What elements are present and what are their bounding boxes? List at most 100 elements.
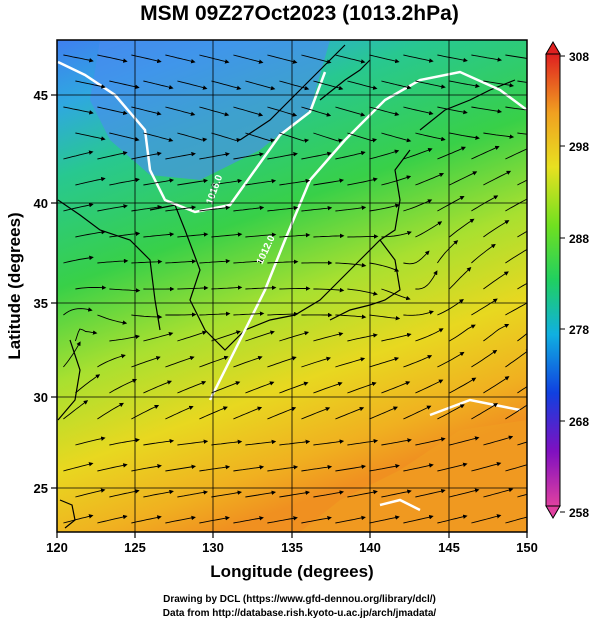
streamline bbox=[211, 439, 243, 446]
streamline bbox=[211, 330, 241, 342]
streamline bbox=[74, 328, 98, 342]
streamline bbox=[233, 311, 265, 316]
colorbar-scale bbox=[545, 53, 561, 507]
streamline bbox=[347, 288, 378, 296]
streamline bbox=[437, 514, 468, 524]
streamline bbox=[63, 54, 94, 63]
colorbar-tick-268: 268 bbox=[569, 415, 589, 429]
streamline bbox=[449, 171, 478, 186]
colorbar-tick-298: 298 bbox=[569, 140, 589, 154]
streamline bbox=[109, 378, 138, 394]
streamline bbox=[381, 230, 412, 238]
streamline bbox=[415, 270, 438, 290]
streamline bbox=[369, 356, 400, 368]
streamline bbox=[109, 438, 140, 446]
streamline bbox=[143, 178, 175, 186]
streamline bbox=[381, 438, 412, 446]
streamline bbox=[471, 195, 499, 212]
x-tick-145: 145 bbox=[438, 540, 460, 555]
streamline bbox=[347, 234, 379, 239]
streamline bbox=[267, 465, 299, 472]
streamline bbox=[63, 150, 94, 160]
streamline bbox=[63, 400, 89, 420]
x-tick-120: 120 bbox=[46, 540, 68, 555]
streamline bbox=[369, 203, 400, 212]
streamline bbox=[301, 205, 333, 212]
streamline bbox=[211, 381, 241, 394]
streamline bbox=[177, 232, 209, 238]
streamline bbox=[75, 177, 106, 186]
streamline bbox=[267, 406, 297, 420]
streamline bbox=[471, 403, 499, 420]
streamline bbox=[165, 515, 196, 524]
streamline bbox=[143, 80, 174, 90]
isobar-1012-east bbox=[429, 398, 521, 417]
streamline bbox=[75, 285, 107, 290]
streamline bbox=[483, 323, 510, 342]
streamline bbox=[233, 516, 264, 524]
streamline bbox=[437, 240, 459, 264]
streamline bbox=[403, 106, 434, 116]
streamline bbox=[245, 285, 277, 290]
streamline bbox=[245, 80, 276, 91]
streamline bbox=[279, 381, 309, 394]
streamline bbox=[335, 262, 367, 268]
streamline bbox=[131, 314, 163, 320]
x-tick-marks bbox=[56, 532, 528, 538]
streamline bbox=[75, 488, 106, 498]
credit-data: Data from http://database.rish.kyoto-u.a… bbox=[162, 608, 437, 619]
streamline bbox=[505, 516, 527, 524]
streamline bbox=[415, 132, 446, 142]
streamline bbox=[415, 221, 443, 238]
streamline bbox=[143, 232, 175, 238]
streamline bbox=[131, 464, 162, 472]
streamline bbox=[381, 80, 412, 90]
streamline bbox=[517, 80, 527, 83]
colorbar-tick-288: 288 bbox=[569, 232, 589, 246]
x-tick-140: 140 bbox=[359, 540, 381, 555]
streamline bbox=[233, 205, 265, 212]
streamline bbox=[131, 404, 160, 420]
streamline bbox=[165, 355, 195, 368]
streamline bbox=[449, 267, 472, 290]
streamline bbox=[369, 262, 400, 272]
streamline bbox=[75, 374, 101, 394]
streamline bbox=[347, 80, 378, 90]
streamline bbox=[75, 436, 106, 446]
streamline bbox=[211, 490, 243, 498]
streamline bbox=[109, 334, 141, 342]
streamline bbox=[109, 231, 141, 238]
streamline bbox=[449, 218, 475, 238]
streamline bbox=[381, 132, 412, 143]
streamline bbox=[471, 461, 502, 472]
streamline bbox=[313, 490, 345, 498]
streamline bbox=[267, 106, 298, 117]
streamline bbox=[245, 381, 275, 394]
streamline bbox=[245, 178, 277, 186]
streamline bbox=[335, 54, 366, 64]
streamline bbox=[313, 287, 345, 293]
streamline bbox=[301, 106, 332, 117]
y-axis-title: Latitude (degrees) bbox=[5, 212, 24, 359]
streamline bbox=[313, 381, 343, 394]
streamline bbox=[97, 402, 124, 420]
streamline bbox=[301, 464, 333, 472]
streamline bbox=[369, 149, 400, 160]
streamline bbox=[199, 406, 228, 420]
streamline bbox=[245, 439, 277, 446]
streamline bbox=[267, 152, 298, 160]
streamline bbox=[165, 205, 197, 212]
streamline bbox=[403, 514, 434, 524]
streamline bbox=[301, 516, 332, 524]
streamline bbox=[165, 106, 196, 116]
colorbar-tick-258: 258 bbox=[569, 506, 589, 520]
streamline bbox=[381, 489, 412, 498]
streamline bbox=[347, 438, 379, 446]
streamline bbox=[505, 348, 527, 368]
streamline bbox=[415, 488, 446, 498]
streamline bbox=[211, 132, 242, 143]
streamline bbox=[313, 178, 345, 186]
x-tick-130: 130 bbox=[202, 540, 224, 555]
map-title: MSM 09Z27Oct2023 (1013.2hPa) bbox=[140, 2, 459, 25]
streamline bbox=[403, 250, 430, 265]
